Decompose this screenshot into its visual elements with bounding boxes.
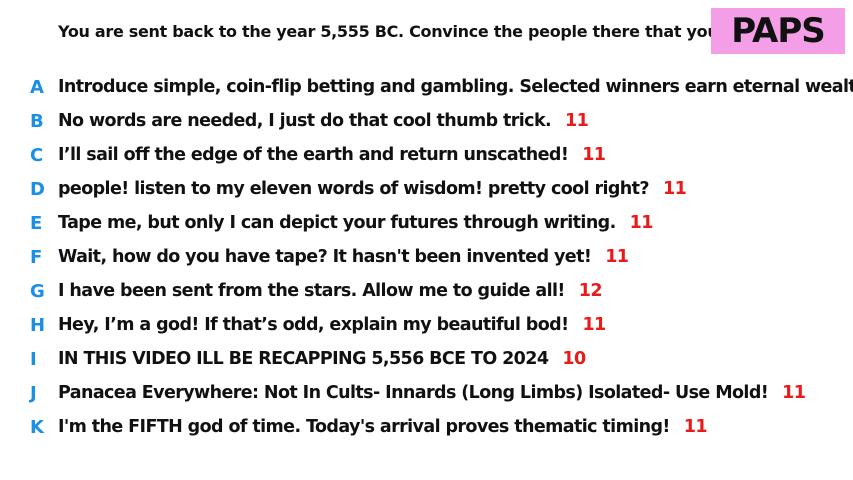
- answer-text: IN THIS VIDEO ILL BE RECAPPING 5,556 BCE…: [58, 349, 549, 369]
- answer-text: I'm the FIFTH god of time. Today's arriv…: [58, 417, 670, 437]
- paps-badge: PAPS: [711, 8, 845, 54]
- prompt-text: You are sent back to the year 5,555 BC. …: [58, 22, 801, 41]
- answer-text: I have been sent from the stars. Allow m…: [58, 281, 565, 301]
- answer-score: 11: [683, 417, 708, 437]
- answer-letter: F: [30, 246, 43, 268]
- answer-text: Tape me, but only I can depict your futu…: [58, 213, 616, 233]
- answer-letter: H: [30, 314, 46, 336]
- answer-letter: J: [30, 382, 37, 404]
- answer-letter: I: [30, 348, 37, 370]
- answer-score: 11: [582, 145, 606, 165]
- answer-score: 11: [663, 179, 687, 199]
- answer-text: I’ll sail off the edge of the earth and …: [58, 145, 569, 165]
- answer-letter: D: [30, 178, 45, 200]
- answer-text: Wait, how do you have tape? It hasn't be…: [58, 247, 592, 267]
- answer-score: 10: [562, 349, 586, 369]
- answer-text: Hey, I’m a god! If that’s odd, explain m…: [58, 315, 569, 335]
- answer-score: 11: [629, 213, 654, 233]
- answer-score: 11: [565, 111, 589, 131]
- answer-score: 11: [605, 247, 629, 267]
- answer-text: No words are needed, I just do that cool…: [58, 111, 552, 131]
- answer-score: 11: [782, 383, 806, 403]
- answer-score: 12: [578, 281, 603, 301]
- answer-letter: A: [30, 76, 44, 98]
- answer-letter: K: [30, 416, 44, 438]
- answer-score: 11: [582, 315, 606, 335]
- answer-text: Panacea Everywhere: Not In Cults- Innard…: [58, 383, 769, 403]
- answer-text: people! listen to my eleven words of wis…: [58, 179, 650, 199]
- answer-letter: E: [30, 212, 43, 234]
- answer-text: Introduce simple, coin-flip betting and …: [58, 77, 853, 97]
- answer-letter: B: [30, 110, 44, 132]
- answer-letter: C: [30, 144, 44, 166]
- badge-label: PAPS: [731, 11, 826, 51]
- answer-letter: G: [30, 280, 45, 302]
